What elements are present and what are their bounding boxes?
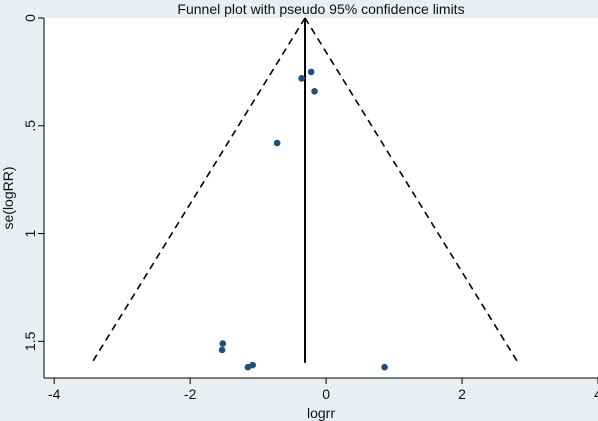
- y-axis-label: se(logRR): [0, 166, 16, 229]
- x-tick-label: 2: [458, 386, 466, 402]
- y-tick-label: 1: [22, 229, 38, 237]
- data-point: [307, 68, 315, 76]
- y-tick-label: 0: [22, 14, 38, 22]
- lower-confidence-limit-line: [91, 17, 306, 364]
- data-point: [381, 363, 388, 371]
- x-tick-label: -4: [48, 386, 61, 402]
- x-axis: -4 -2 0 2 4: [44, 377, 598, 402]
- y-tick-label: .5: [22, 120, 38, 132]
- y-axis: 0 .5 1 1.5: [22, 14, 45, 378]
- data-point: [249, 361, 256, 369]
- upper-confidence-limit-line: [304, 17, 519, 364]
- funnel-limits: [91, 17, 519, 364]
- data-point: [218, 346, 226, 354]
- data-points: [218, 68, 388, 371]
- chart-title: Funnel plot with pseudo 95% confidence l…: [177, 1, 464, 17]
- y-tick-label: 1.5: [22, 331, 38, 351]
- plot-area: [44, 18, 598, 378]
- data-point: [273, 139, 281, 147]
- x-tick-label: 0: [322, 386, 330, 402]
- x-axis-label: logrr: [307, 405, 335, 421]
- x-tick-label: 4: [594, 386, 598, 402]
- x-tick-label: -2: [184, 386, 197, 402]
- data-point: [219, 340, 227, 347]
- data-point: [298, 75, 305, 82]
- data-point: [311, 87, 318, 95]
